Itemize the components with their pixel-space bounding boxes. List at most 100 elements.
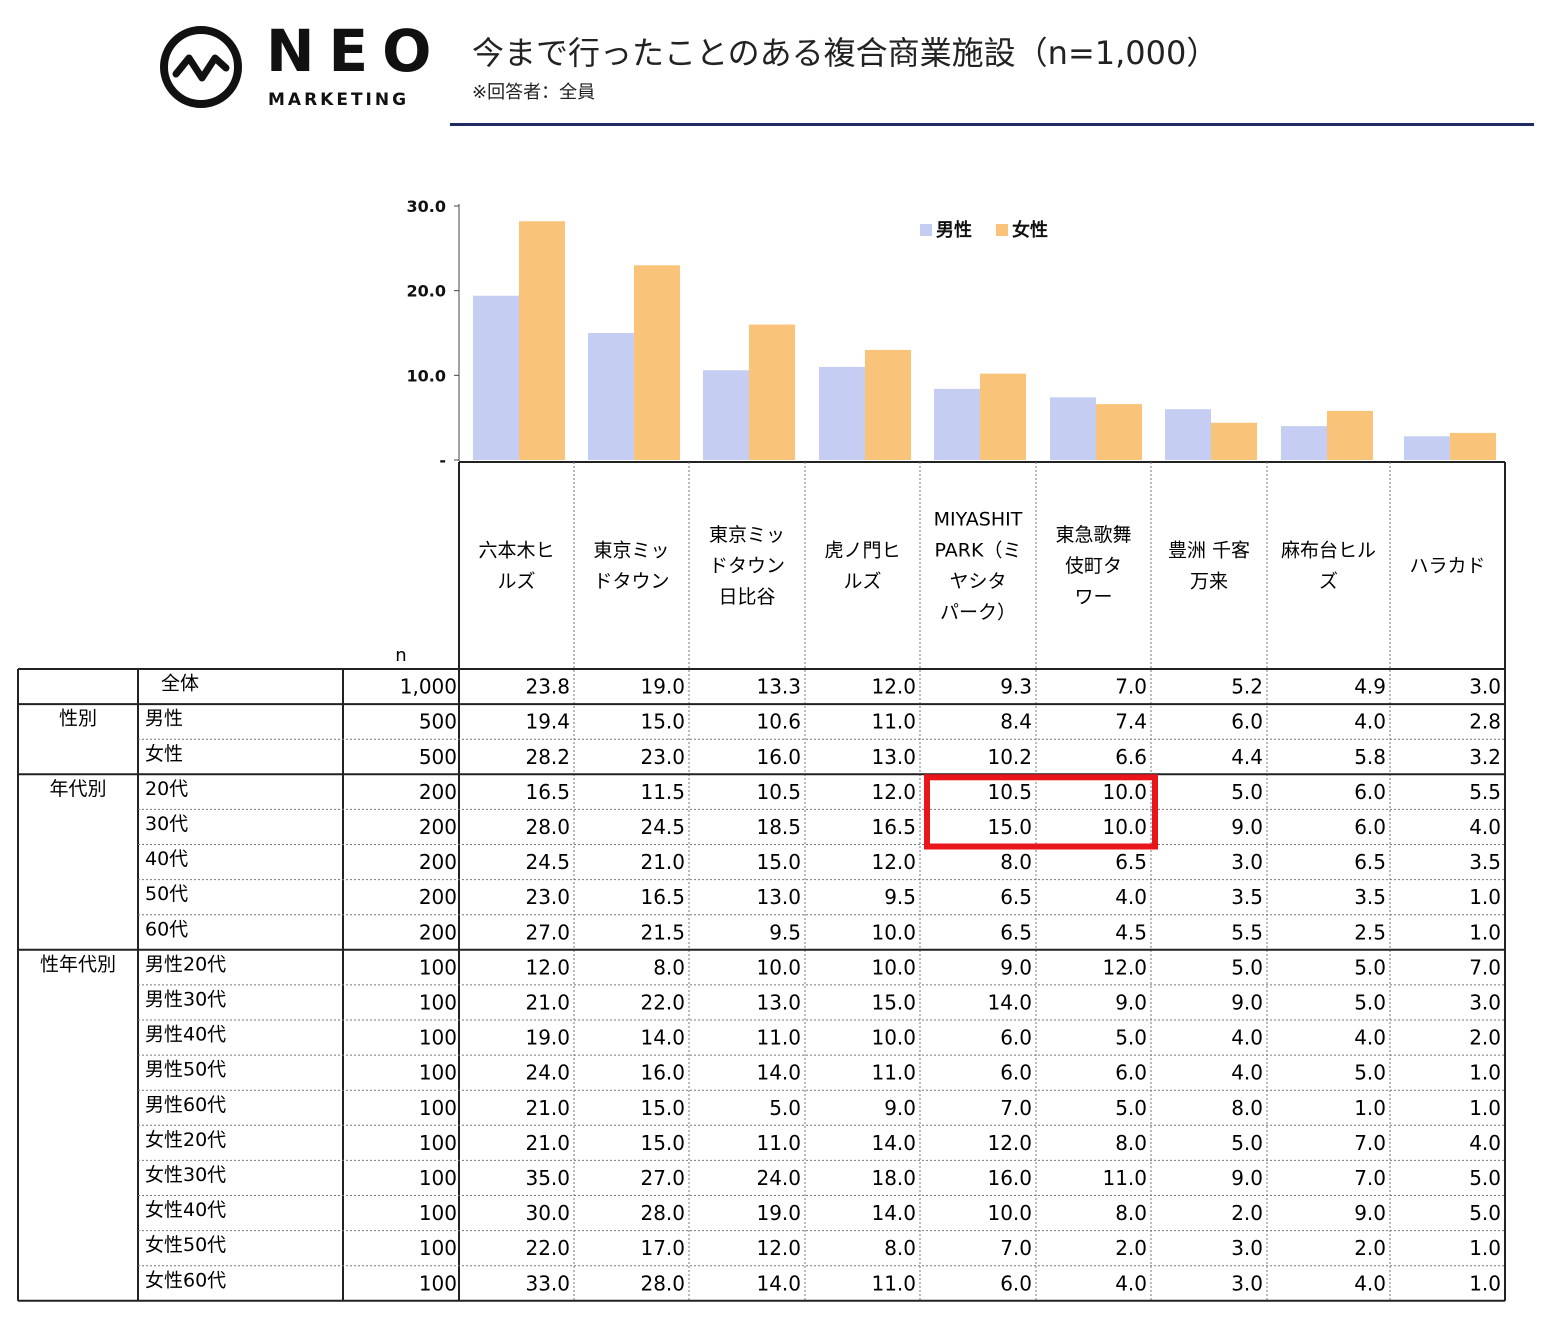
legend-label: 女性 bbox=[1012, 219, 1048, 241]
neo-logo-icon bbox=[160, 26, 242, 108]
category-header: 東京ミッ bbox=[593, 540, 669, 562]
table-cell-value: 10.0 bbox=[871, 955, 916, 979]
row-label: 女性20代 bbox=[145, 1129, 226, 1151]
table-cell-value: 19.4 bbox=[525, 710, 570, 734]
bar-female bbox=[1211, 422, 1257, 460]
table-cell-value: 10.0 bbox=[871, 1026, 916, 1050]
row-n: 200 bbox=[419, 885, 457, 909]
table-cell-value: 33.0 bbox=[525, 1271, 570, 1295]
row-n: 100 bbox=[419, 955, 457, 979]
category-header: ルズ bbox=[497, 571, 535, 593]
row-label: 女性30代 bbox=[145, 1164, 226, 1186]
table-cell-value: 28.0 bbox=[525, 815, 570, 839]
table-cell-value: 5.0 bbox=[1354, 990, 1386, 1014]
category-header: ズ bbox=[1319, 571, 1338, 593]
row-n: 200 bbox=[419, 815, 457, 839]
table-cell-value: 27.0 bbox=[640, 1166, 685, 1190]
legend-label: 男性 bbox=[936, 219, 972, 241]
category-header: 六本木ヒ bbox=[478, 540, 554, 562]
table-cell-value: 15.0 bbox=[640, 1096, 685, 1120]
table-cell-value: 10.0 bbox=[871, 920, 916, 944]
table-cell-value: 3.2 bbox=[1469, 745, 1501, 769]
table-cell-value: 2.8 bbox=[1469, 710, 1501, 734]
row-label: 20代 bbox=[145, 778, 188, 800]
category-header: MIYASHIT bbox=[934, 509, 1023, 531]
table-cell-value: 16.0 bbox=[756, 745, 801, 769]
table-cell-value: 2.0 bbox=[1115, 1236, 1147, 1260]
table-cell-value: 23.8 bbox=[525, 675, 570, 699]
row-label: 30代 bbox=[145, 813, 188, 835]
table-cell-value: 4.9 bbox=[1354, 675, 1386, 699]
table-cell-value: 2.0 bbox=[1231, 1201, 1263, 1225]
table-cell-value: 21.0 bbox=[525, 990, 570, 1014]
table-cell-value: 10.0 bbox=[987, 1201, 1032, 1225]
row-label: 女性 bbox=[145, 743, 183, 765]
table-cell-value: 5.0 bbox=[769, 1096, 801, 1120]
bar-male bbox=[703, 370, 749, 460]
table-cell-value: 11.5 bbox=[640, 780, 685, 804]
row-label: 女性60代 bbox=[145, 1269, 226, 1291]
table-cell-value: 5.8 bbox=[1354, 745, 1386, 769]
row-label: 男性 bbox=[145, 708, 183, 730]
table-cell-value: 14.0 bbox=[756, 1061, 801, 1085]
table-cell-value: 7.0 bbox=[1354, 1166, 1386, 1190]
row-n: 100 bbox=[419, 1026, 457, 1050]
row-label: 男性30代 bbox=[145, 988, 226, 1010]
table-cell-value: 10.5 bbox=[756, 780, 801, 804]
table-cell-value: 11.0 bbox=[871, 1271, 916, 1295]
table-cell-value: 10.5 bbox=[987, 780, 1032, 804]
table-cell-value: 7.0 bbox=[1000, 1096, 1032, 1120]
table-cell-value: 10.2 bbox=[987, 745, 1032, 769]
row-label: 女性40代 bbox=[145, 1199, 226, 1221]
table-cell-value: 5.0 bbox=[1354, 1061, 1386, 1085]
table-cell-value: 12.0 bbox=[987, 1131, 1032, 1155]
table-cell-value: 5.0 bbox=[1469, 1166, 1501, 1190]
table-cell-value: 12.0 bbox=[756, 1236, 801, 1260]
table-cell-value: 22.0 bbox=[640, 990, 685, 1014]
table-cell-value: 15.0 bbox=[871, 990, 916, 1014]
table-cell-value: 3.0 bbox=[1231, 1236, 1263, 1260]
table-cell-value: 5.0 bbox=[1115, 1096, 1147, 1120]
bar-male bbox=[819, 366, 865, 460]
row-n: 500 bbox=[419, 745, 457, 769]
table-cell-value: 5.0 bbox=[1354, 955, 1386, 979]
table-cell-value: 23.0 bbox=[525, 885, 570, 909]
table-cell-value: 6.0 bbox=[1000, 1271, 1032, 1295]
table-cell-value: 21.0 bbox=[525, 1131, 570, 1155]
table-cell-value: 16.5 bbox=[640, 885, 685, 909]
table-cell-value: 4.5 bbox=[1115, 920, 1147, 944]
table-cell-value: 12.0 bbox=[525, 955, 570, 979]
row-group-label: 性別 bbox=[59, 708, 97, 730]
legend-swatch bbox=[996, 224, 1008, 236]
table-cell-value: 4.0 bbox=[1469, 815, 1501, 839]
row-n: 100 bbox=[419, 1201, 457, 1225]
table-cell-value: 6.6 bbox=[1115, 745, 1147, 769]
table-cell-value: 6.0 bbox=[1000, 1026, 1032, 1050]
bar-female bbox=[1450, 432, 1496, 460]
table-cell-value: 1.0 bbox=[1469, 1236, 1501, 1260]
table-cell-value: 11.0 bbox=[756, 1026, 801, 1050]
table-cell-value: 9.0 bbox=[1354, 1201, 1386, 1225]
table-cell-value: 27.0 bbox=[525, 920, 570, 944]
table-cell-value: 14.0 bbox=[987, 990, 1032, 1014]
row-n: 100 bbox=[419, 1096, 457, 1120]
bar-female bbox=[749, 324, 795, 460]
table-cell-value: 5.0 bbox=[1115, 1026, 1147, 1050]
bar-male bbox=[1281, 426, 1327, 460]
bar-male bbox=[1165, 409, 1211, 460]
table-cell-value: 3.5 bbox=[1469, 850, 1501, 874]
table-cell-value: 19.0 bbox=[756, 1201, 801, 1225]
bar-female bbox=[865, 349, 911, 460]
category-header: 虎ノ門ヒ bbox=[824, 540, 900, 562]
table-cell-value: 15.0 bbox=[640, 1131, 685, 1155]
category-header: 東京ミッ bbox=[709, 524, 785, 546]
table-cell-value: 4.4 bbox=[1231, 745, 1263, 769]
table-cell-value: 5.0 bbox=[1469, 1201, 1501, 1225]
bar-male bbox=[1404, 436, 1450, 460]
row-label: 60代 bbox=[145, 918, 188, 940]
table-cell-value: 5.0 bbox=[1231, 955, 1263, 979]
table-cell-value: 6.5 bbox=[1000, 920, 1032, 944]
table-cell-value: 14.0 bbox=[871, 1131, 916, 1155]
bar-male bbox=[1050, 397, 1096, 460]
